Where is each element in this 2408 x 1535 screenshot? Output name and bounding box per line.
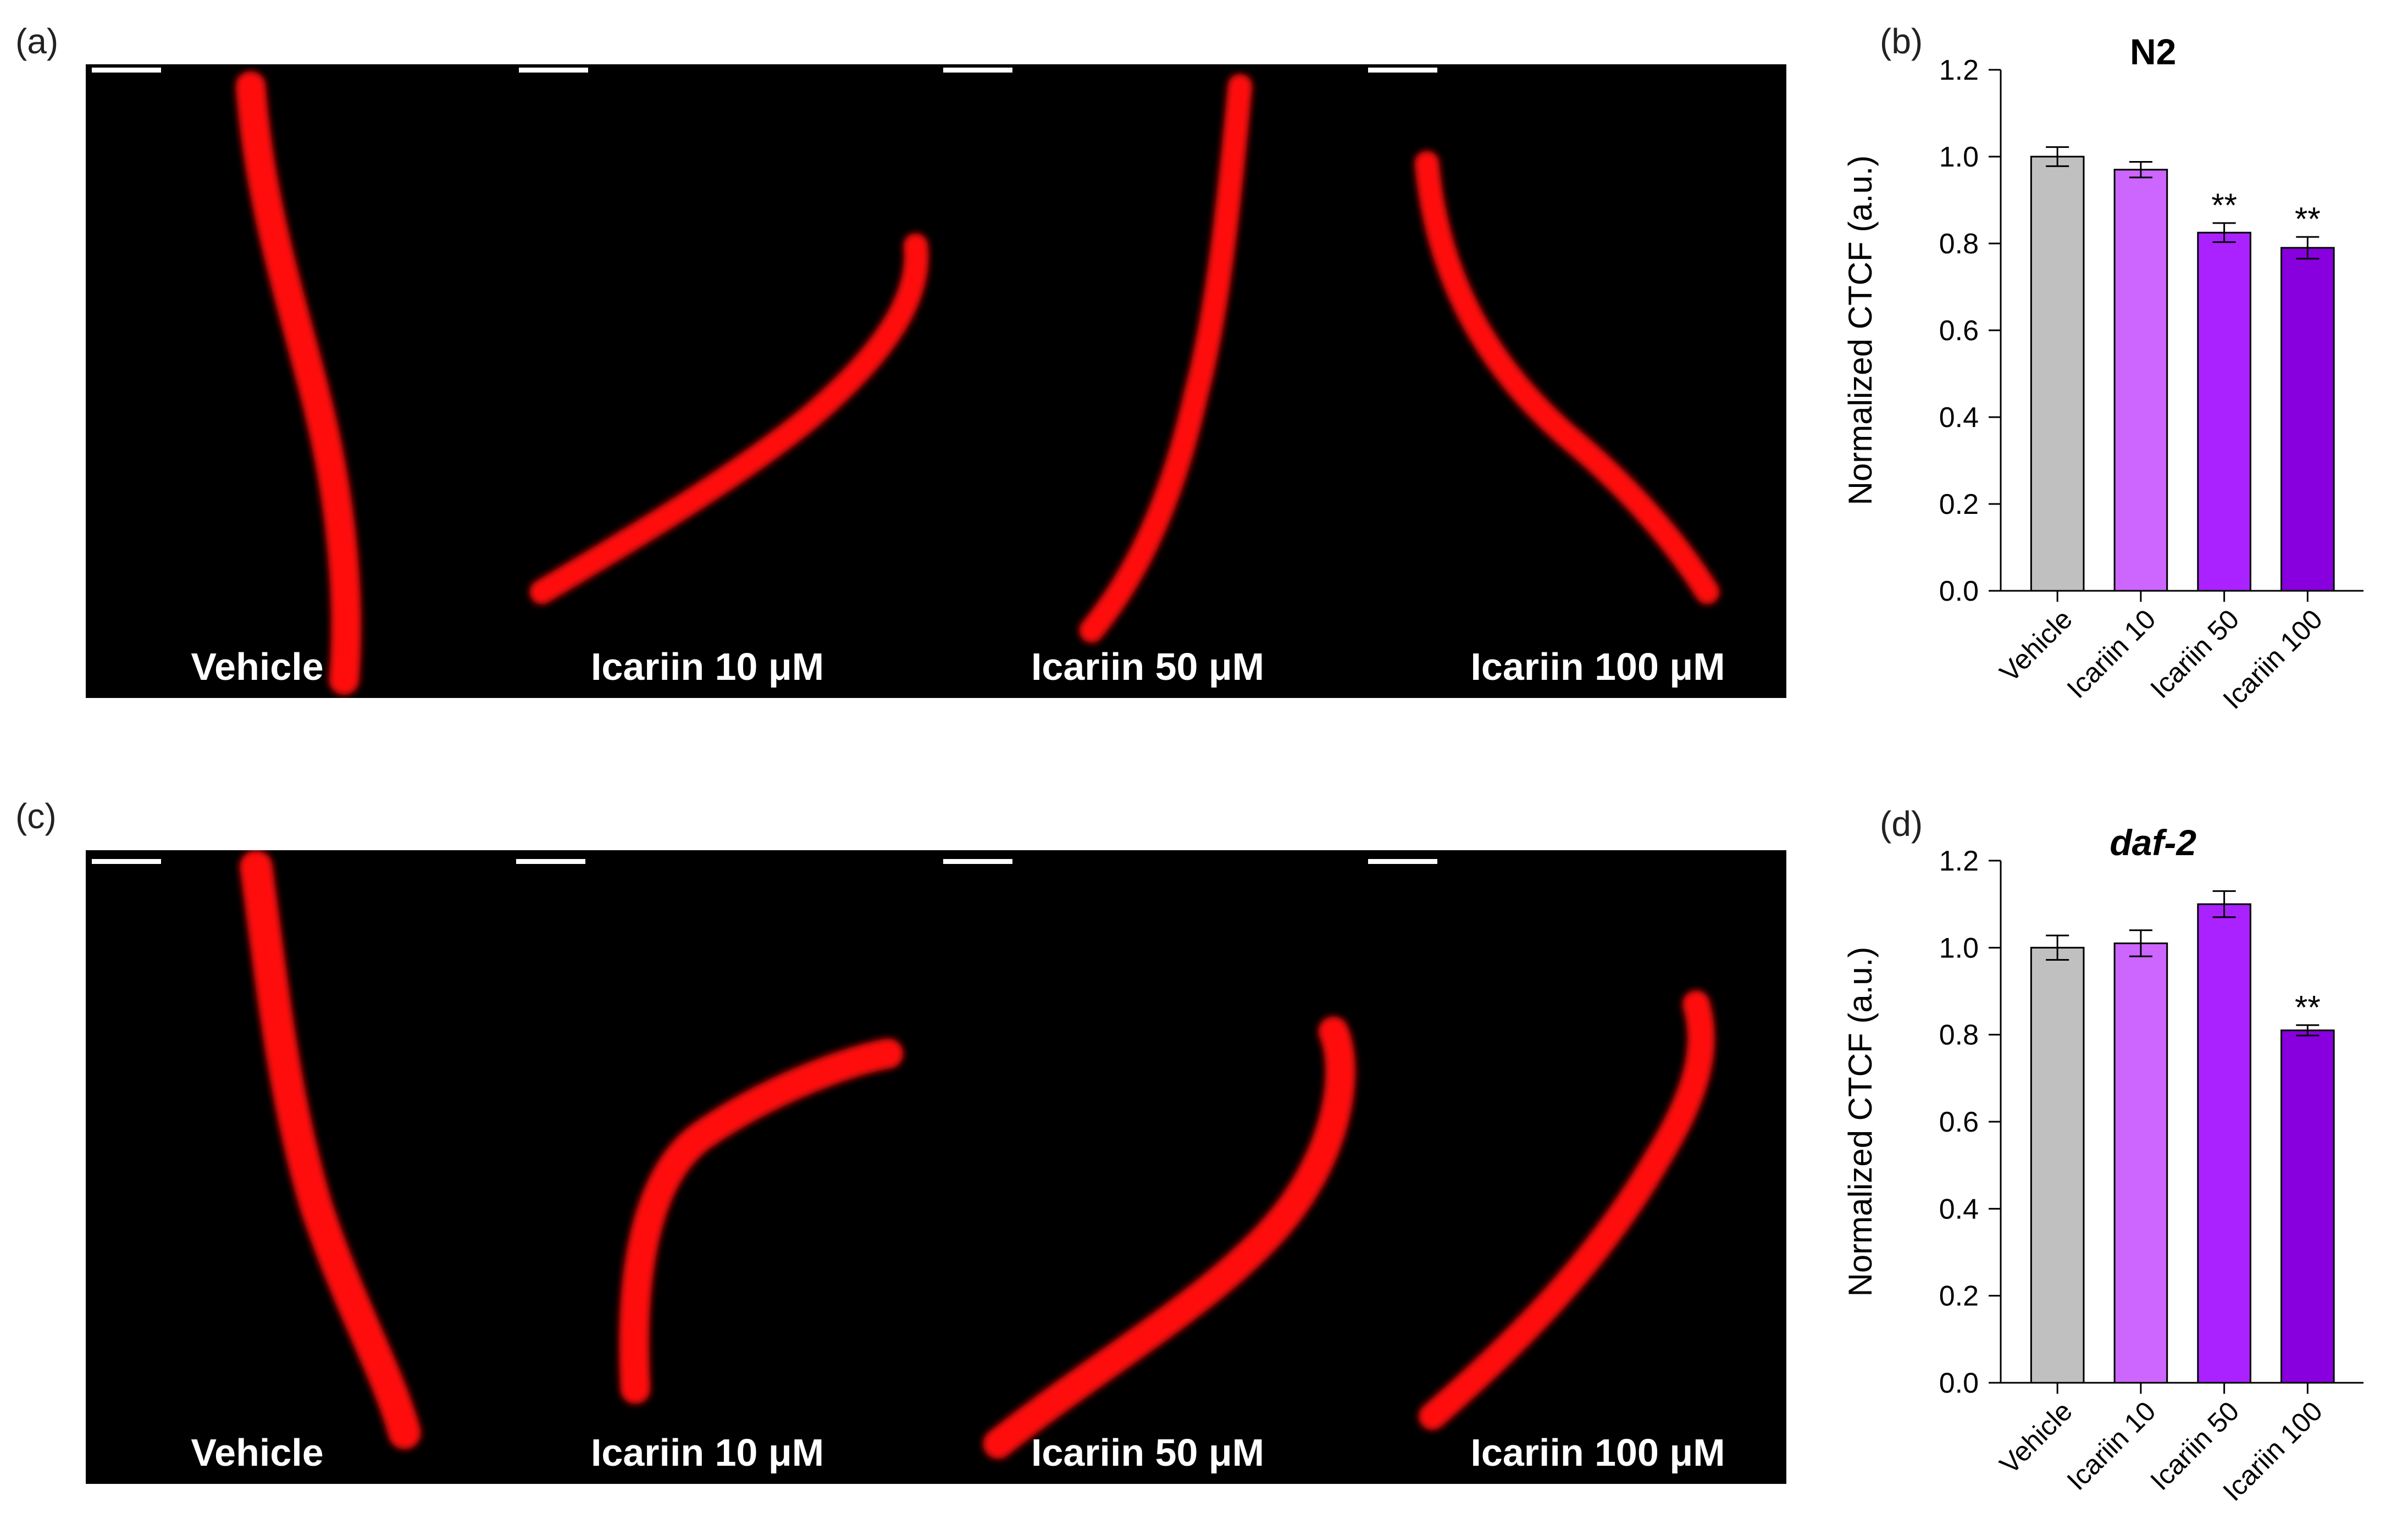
- worm-icariin100-a: [1414, 151, 1720, 605]
- bar-icariin-10: [2113, 169, 2168, 592]
- significance-marker: **: [2295, 201, 2321, 237]
- y-tick-label: 0.6: [1939, 1106, 1979, 1138]
- bar-vehicle: [2030, 946, 2085, 1384]
- y-tick-label: 0.8: [1939, 228, 1979, 260]
- x-tick-label: Icariin 100: [2217, 603, 2328, 715]
- y-tick-label: 0.2: [1939, 1281, 1979, 1312]
- x-tick-label: Icariin 100: [2217, 1395, 2328, 1507]
- y-axis-label: Normalized CTCF (a.u.): [1842, 947, 1879, 1297]
- chart-title: N2: [2130, 31, 2176, 72]
- y-tick-label: 0.0: [1939, 1367, 1979, 1399]
- condition-label-icariin-100: Icariin 100 μM: [1470, 1431, 1725, 1474]
- scale-bar: [1368, 859, 1437, 864]
- bar-vehicle: [2030, 156, 2085, 592]
- condition-label-icariin-50: Icariin 50 μM: [1031, 645, 1265, 688]
- scale-bar: [92, 68, 161, 73]
- x-tick-label: Vehicle: [1994, 603, 2078, 688]
- y-axis-label: Normalized CTCF (a.u.): [1842, 156, 1879, 506]
- y-tick-label: 0.0: [1939, 575, 1979, 607]
- worm-icariin50-c: [983, 1016, 1355, 1459]
- bar-icariin-100: [2280, 1029, 2335, 1384]
- bar-icariin-50: [2197, 903, 2251, 1384]
- panel-letter-b: (b): [1880, 21, 1923, 61]
- micrograph-panel-a: Vehicle Icariin 10 μM Icariin 50 μM Icar…: [86, 64, 1786, 698]
- condition-label-icariin-100: Icariin 100 μM: [1470, 645, 1725, 688]
- micrograph-panel-c: Vehicle Icariin 10 μM Icariin 50 μM Icar…: [86, 850, 1786, 1484]
- worm-images-a: [235, 71, 1720, 695]
- scale-bar: [1368, 68, 1437, 73]
- y-tick-label: 0.4: [1939, 1193, 1979, 1225]
- significance-marker: **: [2295, 989, 2321, 1026]
- x-tick-label: Icariin 50: [2144, 1395, 2245, 1496]
- condition-label-vehicle: Vehicle: [191, 645, 324, 688]
- condition-label-vehicle: Vehicle: [191, 1431, 324, 1474]
- worm-icariin10-c: [619, 1038, 904, 1404]
- scale-bar: [92, 859, 161, 864]
- scale-bar: [943, 68, 1012, 73]
- bar-icariin-10: [2113, 942, 2168, 1384]
- worm-icariin10-a: [529, 233, 929, 605]
- scale-bar: [516, 859, 585, 864]
- chart-title: daf-2: [2110, 822, 2196, 863]
- scale-bar: [519, 68, 588, 73]
- bar-icariin-100: [2280, 247, 2335, 592]
- panel-letter-d: (d): [1880, 804, 1923, 844]
- y-tick-label: 1.2: [1939, 845, 1979, 877]
- x-tick-label: Icariin 10: [2061, 603, 2162, 704]
- worm-icariin50-a: [1079, 74, 1253, 643]
- significance-marker: **: [2211, 187, 2237, 224]
- x-tick-label: Icariin 10: [2061, 1395, 2162, 1496]
- condition-label-icariin-10: Icariin 10 μM: [590, 1431, 824, 1474]
- x-tick-label: Vehicle: [1994, 1395, 2078, 1480]
- worm-vehicle-c: [240, 850, 421, 1449]
- worm-icariin100-c: [1419, 990, 1715, 1430]
- y-tick-label: 0.4: [1939, 402, 1979, 434]
- y-tick-label: 1.2: [1939, 54, 1979, 86]
- scale-bar: [943, 859, 1012, 864]
- bar-icariin-50: [2197, 231, 2251, 592]
- worm-images-c: [240, 850, 1715, 1459]
- condition-label-icariin-50: Icariin 50 μM: [1031, 1431, 1265, 1474]
- panel-letter-a: (a): [15, 21, 59, 61]
- worm-vehicle-a: [235, 71, 362, 695]
- panel-letter-c: (c): [15, 796, 57, 836]
- y-tick-label: 1.0: [1939, 141, 1979, 173]
- condition-label-icariin-10: Icariin 10 μM: [590, 645, 824, 688]
- y-tick-label: 0.6: [1939, 315, 1979, 347]
- x-tick-label: Icariin 50: [2144, 603, 2245, 704]
- y-tick-label: 0.8: [1939, 1019, 1979, 1051]
- y-tick-label: 0.2: [1939, 489, 1979, 520]
- y-tick-label: 1.0: [1939, 932, 1979, 964]
